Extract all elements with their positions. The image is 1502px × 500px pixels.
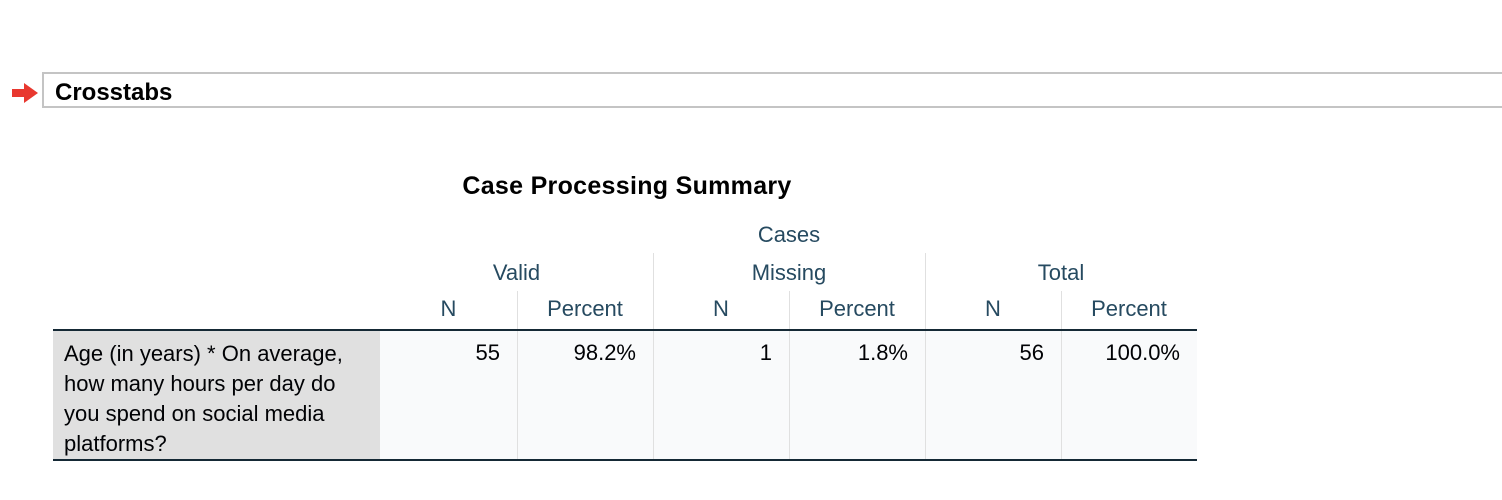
column-header-missing-n: N [713,296,729,321]
red-right-arrow-icon [12,83,38,103]
section-title: Crosstabs [55,79,173,106]
group-header-total: Total [1037,260,1085,285]
row-label: Age (in years) * On average, how many ho… [64,341,343,456]
spanner-header-cases: Cases [757,222,821,247]
body-divider [653,331,654,459]
header-divider [789,291,790,329]
header-divider [653,253,654,329]
group-header-missing: Missing [751,260,827,285]
table-row [380,331,1197,459]
cell-missing-n: 1 [759,340,772,365]
group-header-valid: Valid [492,260,541,285]
column-header-valid-n: N [440,296,457,321]
cell-total-percent: 100.0% [1105,340,1180,365]
body-divider [925,331,926,459]
section-header[interactable]: Crosstabs [42,72,1502,108]
table-title: Case Processing Summary [462,172,792,200]
column-header-total-n: N [985,296,1001,321]
cell-total-n: 56 [1019,340,1044,365]
cell-valid-n: 55 [475,340,500,365]
column-header-total-percent: Percent [1091,296,1167,321]
column-header-valid-percent: Percent [547,296,623,321]
body-divider [1061,331,1062,459]
cell-missing-percent: 1.8% [857,340,908,365]
body-divider [789,331,790,459]
header-divider [925,253,926,329]
body-divider [517,331,518,459]
row-label-cell [53,331,380,459]
header-bottom-rule [53,329,1197,331]
cell-valid-percent: 98.2% [573,340,636,365]
header-divider [517,291,518,329]
header-divider [1061,291,1062,329]
column-header-missing-percent: Percent [819,296,895,321]
table-bottom-rule [53,459,1197,461]
